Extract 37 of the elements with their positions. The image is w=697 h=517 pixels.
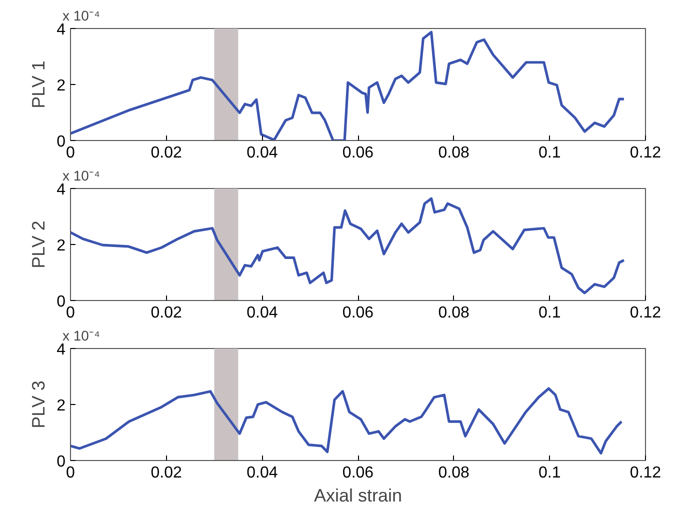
x-tick-label: 0.02 [150, 144, 182, 162]
x-tick-label: 0.08 [438, 304, 470, 322]
x-tick-label: 0.1 [538, 144, 561, 162]
x-tick-label: 0.12 [630, 144, 662, 162]
x-tick-label: 0.04 [246, 464, 278, 482]
text: x 10⁻⁴ [62, 168, 100, 184]
x-tick-label: 0.1 [538, 464, 561, 482]
x-tick-label: 0.12 [630, 464, 662, 482]
x-tick-label: 0.1 [538, 304, 561, 322]
x-tick-label: 0.06 [342, 144, 374, 162]
x-tick-label: 0.04 [246, 144, 278, 162]
x-tick-label: 0.08 [438, 144, 470, 162]
x-tick-label: 0.12 [630, 304, 662, 322]
x-tick-label: 0.06 [342, 304, 374, 322]
x-tick-label: 0.04 [246, 304, 278, 322]
line-series [70, 197, 626, 294]
y-axis-title: PLV 3 [28, 380, 49, 428]
line-series [70, 30, 626, 140]
x-axis-title: Axial strain [314, 486, 402, 506]
y-tick-label: 0 [56, 134, 66, 150]
text: x 10⁻⁴ [62, 8, 100, 24]
y-tick-label: 2 [56, 398, 66, 414]
y-tick-label: 4 [56, 22, 66, 38]
y-tick-label: 2 [56, 78, 66, 94]
y-axis-title: PLV 1 [28, 60, 49, 108]
text: x 10⁻⁴ [62, 328, 100, 344]
x-tick-label: 0.06 [342, 464, 374, 482]
x-tick-label: 0.02 [150, 304, 182, 322]
y-axis-title: PLV 2 [28, 220, 49, 268]
x-tick-label: 0.08 [438, 464, 470, 482]
y-tick-label: 0 [56, 294, 66, 310]
x-tick-label: 0.02 [150, 464, 182, 482]
y-tick-label: 2 [56, 238, 66, 254]
y-tick-label: 4 [56, 342, 66, 358]
line-series [70, 387, 623, 455]
y-tick-label: 0 [56, 454, 66, 470]
y-tick-label: 4 [56, 182, 66, 198]
